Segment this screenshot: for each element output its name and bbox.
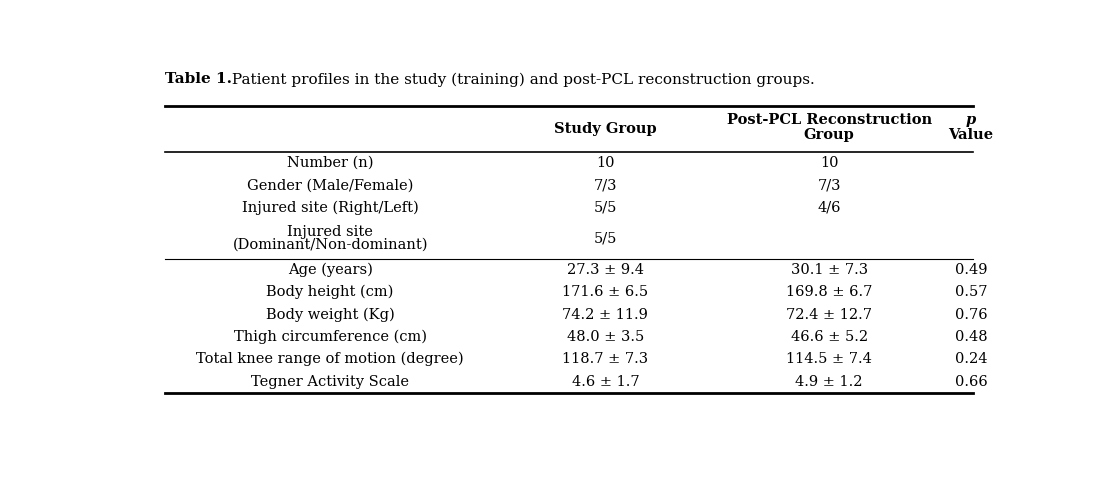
Text: 30.1 ± 7.3: 30.1 ± 7.3 (790, 263, 868, 277)
Text: Injured site: Injured site (287, 225, 373, 239)
Text: 4.9 ± 1.2: 4.9 ± 1.2 (796, 374, 862, 389)
Text: Age (years): Age (years) (287, 263, 373, 277)
Text: p: p (966, 114, 976, 127)
Text: Body weight (Kg): Body weight (Kg) (265, 308, 394, 322)
Text: 5/5: 5/5 (594, 201, 617, 215)
Text: Gender (Male/Female): Gender (Male/Female) (246, 179, 413, 192)
Text: 0.57: 0.57 (955, 285, 987, 299)
Text: Post-PCL Reconstruction: Post-PCL Reconstruction (727, 114, 931, 127)
Text: 114.5 ± 7.4: 114.5 ± 7.4 (786, 352, 872, 366)
Text: (Dominant/Non-dominant): (Dominant/Non-dominant) (232, 238, 428, 251)
Text: 171.6 ± 6.5: 171.6 ± 6.5 (563, 285, 648, 299)
Text: 48.0 ± 3.5: 48.0 ± 3.5 (567, 330, 644, 344)
Text: 7/3: 7/3 (817, 179, 841, 192)
Text: 74.2 ± 11.9: 74.2 ± 11.9 (563, 308, 648, 322)
Text: 0.76: 0.76 (955, 308, 988, 322)
Text: 46.6 ± 5.2: 46.6 ± 5.2 (790, 330, 868, 344)
Text: Patient profiles in the study (training) and post-PCL reconstruction groups.: Patient profiles in the study (training)… (228, 72, 815, 87)
Text: Body height (cm): Body height (cm) (266, 285, 394, 300)
Text: 72.4 ± 12.7: 72.4 ± 12.7 (786, 308, 872, 322)
Text: Value: Value (948, 128, 993, 142)
Text: 0.66: 0.66 (955, 374, 988, 389)
Text: Injured site (Right/Left): Injured site (Right/Left) (242, 201, 418, 215)
Text: 5/5: 5/5 (594, 232, 617, 246)
Text: Study Group: Study Group (554, 122, 657, 136)
Text: Number (n): Number (n) (286, 156, 373, 170)
Text: 169.8 ± 6.7: 169.8 ± 6.7 (786, 285, 872, 299)
Text: 118.7 ± 7.3: 118.7 ± 7.3 (563, 352, 648, 366)
Text: 4.6 ± 1.7: 4.6 ± 1.7 (572, 374, 639, 389)
Text: 10: 10 (820, 156, 838, 170)
Text: Group: Group (804, 128, 855, 142)
Text: 10: 10 (596, 156, 615, 170)
Text: 0.48: 0.48 (955, 330, 988, 344)
Text: Total knee range of motion (degree): Total knee range of motion (degree) (196, 352, 464, 367)
Text: 0.24: 0.24 (955, 352, 987, 366)
Text: 4/6: 4/6 (817, 201, 841, 215)
Text: Table 1.: Table 1. (164, 72, 232, 86)
Text: Tegner Activity Scale: Tegner Activity Scale (251, 374, 410, 389)
Text: 27.3 ± 9.4: 27.3 ± 9.4 (567, 263, 644, 277)
Text: 7/3: 7/3 (594, 179, 617, 192)
Text: Thigh circumference (cm): Thigh circumference (cm) (234, 330, 426, 344)
Text: 0.49: 0.49 (955, 263, 987, 277)
